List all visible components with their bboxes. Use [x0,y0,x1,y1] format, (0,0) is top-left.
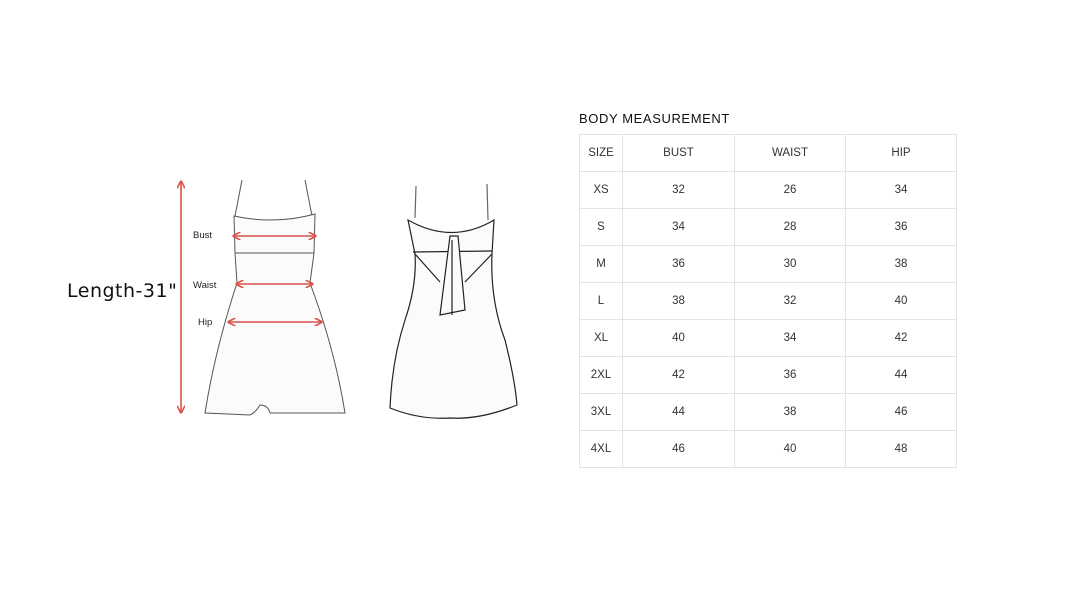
table-row: M 36 30 38 [579,245,957,283]
table-header-row: SIZE BUST WAIST HIP [579,134,957,172]
table-cell: 4XL [579,430,623,468]
table-cell: 34 [734,319,846,357]
table-cell: 32 [622,171,735,209]
table-cell: 44 [622,393,735,431]
table-cell: 36 [622,245,735,283]
table-cell: 34 [622,208,735,246]
table-cell: 30 [734,245,846,283]
measure-arrows [181,182,321,412]
table-row: 3XL 44 38 46 [579,393,957,431]
table-cell: 40 [734,430,846,468]
table-cell: S [579,208,623,246]
back-dress [389,183,518,419]
length-label: Length-31" [67,280,178,302]
table-cell: 44 [845,356,957,394]
table-cell: XL [579,319,623,357]
table-cell: 26 [734,171,846,209]
table-cell: 40 [622,319,735,357]
table-row: 2XL 42 36 44 [579,356,957,394]
column-header: WAIST [734,134,846,172]
table-cell: 46 [622,430,735,468]
table-row: XL 40 34 42 [579,319,957,357]
table-cell: 38 [622,282,735,320]
table-cell: 40 [845,282,957,320]
column-header: SIZE [579,134,623,172]
table-cell: 46 [845,393,957,431]
table-cell: L [579,282,623,320]
table-row: XS 32 26 34 [579,171,957,209]
table-cell: 34 [845,171,957,209]
table-cell: 42 [622,356,735,394]
table-cell: 3XL [579,393,623,431]
front-dress [204,179,346,416]
column-header: HIP [845,134,957,172]
size-table: SIZE BUST WAIST HIP XS 32 26 34 S 34 28 36 M 36 30 38 L 3… [579,134,957,468]
table-cell: 38 [734,393,846,431]
table-cell: 36 [734,356,846,394]
table-row: L 38 32 40 [579,282,957,320]
table-cell: 42 [845,319,957,357]
table-cell: 2XL [579,356,623,394]
table-row: 4XL 46 40 48 [579,430,957,468]
table-cell: 36 [845,208,957,246]
table-row: S 34 28 36 [579,208,957,246]
table-cell: XS [579,171,623,209]
hip-label: Hip [198,317,213,328]
waist-label: Waist [193,280,217,291]
table-title: BODY MEASUREMENT [579,111,730,126]
table-cell: 48 [845,430,957,468]
table-cell: 38 [845,245,957,283]
bust-label: Bust [193,230,213,241]
table-cell: M [579,245,623,283]
table-cell: 28 [734,208,846,246]
table-cell: 32 [734,282,846,320]
column-header: BUST [622,134,735,172]
